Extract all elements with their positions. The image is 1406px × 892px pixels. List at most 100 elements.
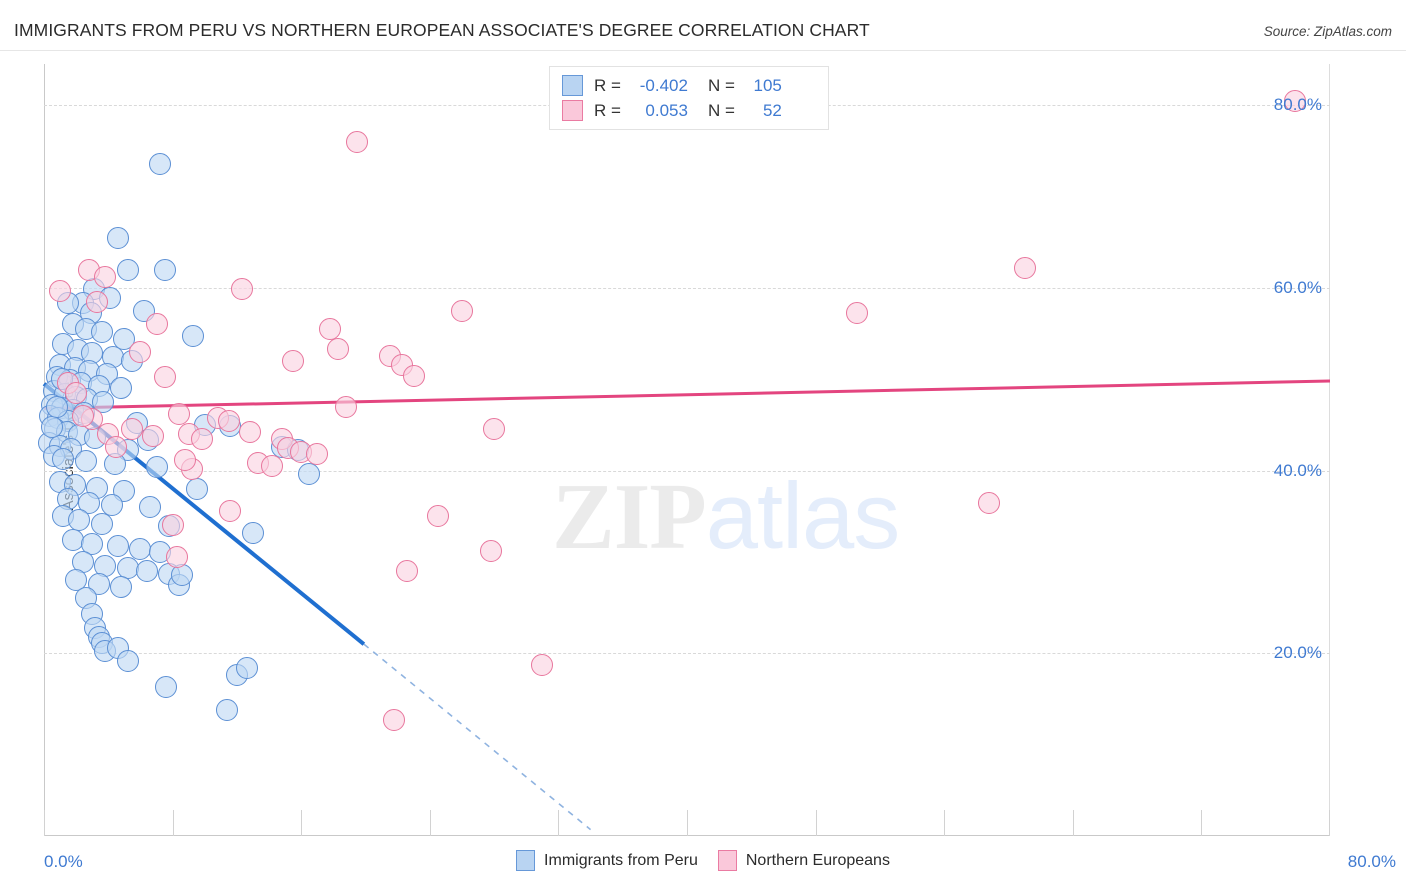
scatter-point: [90, 512, 113, 535]
stats-r-label-northern: R =: [594, 100, 621, 120]
scatter-point: [298, 463, 321, 486]
stats-swatch-peru: [562, 75, 583, 96]
scatter-point: [185, 477, 208, 500]
plot-area: ZIPatlas 80.0% 60.0% 40.0% 20.0%: [37, 64, 1331, 836]
legend-label-northern: Northern Europeans: [745, 851, 890, 869]
scatter-point: [106, 535, 129, 558]
scatter-point: [327, 338, 350, 361]
stats-row-peru: R = -0.402 N = 105: [562, 73, 816, 98]
stats-n-label-peru: N =: [707, 75, 735, 95]
scatter-point: [161, 514, 184, 537]
scatter-point: [145, 313, 168, 336]
scatter-point: [142, 424, 165, 447]
scatter-point: [52, 447, 75, 470]
scatter-point: [216, 698, 239, 721]
scatter-point: [1013, 256, 1036, 279]
scatter-point: [306, 443, 329, 466]
scatter-point: [41, 415, 64, 438]
scatter-point: [174, 448, 197, 471]
scatter-point: [153, 258, 176, 281]
scatter-point: [49, 280, 72, 303]
scatter-point: [261, 454, 284, 477]
scatter-point: [168, 402, 191, 425]
scatter-point: [129, 340, 152, 363]
x-axis-tick: [558, 810, 560, 836]
stats-n-value-northern: 52: [762, 100, 782, 120]
stats-n-value-peru: 105: [753, 75, 782, 95]
scatter-point: [94, 265, 117, 288]
scatter-point: [335, 395, 358, 418]
legend-item-northern[interactable]: Northern Europeans: [717, 850, 890, 871]
scatter-point: [479, 539, 502, 562]
x-axis-tick: [1329, 810, 1330, 836]
scatter-point: [148, 153, 171, 176]
scatter-point: [121, 417, 144, 440]
gridline: [44, 470, 1330, 472]
x-axis-tick: [944, 810, 946, 836]
y-axis-tick-label: 20.0%: [1273, 643, 1322, 663]
scatter-point: [45, 395, 68, 418]
scatter-point: [396, 560, 419, 583]
scatter-point: [145, 455, 168, 478]
trendlines: [42, 379, 1331, 831]
header-divider: [0, 50, 1406, 51]
legend-item-peru[interactable]: Immigrants from Peru: [516, 850, 698, 871]
x-axis-tick: [44, 810, 45, 836]
x-axis-tick: [301, 810, 303, 836]
stats-r-value-peru: -0.402: [639, 75, 688, 95]
correlation-stats-box: R = -0.402 N = 105 R = 0.053 N = 52: [549, 66, 829, 130]
scatter-point: [113, 327, 136, 350]
scatter-point: [65, 381, 88, 404]
gridline: [44, 653, 1330, 655]
scatter-point: [90, 320, 113, 343]
scatter-point: [402, 364, 425, 387]
x-axis-tick: [429, 810, 431, 836]
scatter-point: [219, 499, 242, 522]
x-axis-min-label: 0.0%: [44, 852, 83, 871]
scatter-point: [116, 258, 139, 281]
scatter-point: [383, 708, 406, 731]
scatter-point: [346, 130, 369, 153]
scatter-point: [105, 435, 128, 458]
scatter-point: [235, 656, 258, 679]
scatter-point: [217, 410, 240, 433]
series-legend: Immigrants from Peru Northern Europeans: [0, 850, 1406, 871]
x-axis-tick: [1072, 810, 1074, 836]
scatter-point: [86, 290, 109, 313]
scatter-point: [531, 654, 554, 677]
x-axis-tick: [1201, 810, 1203, 836]
scatter-point: [282, 349, 305, 372]
scatter-point: [78, 491, 100, 514]
scatter-point: [81, 532, 104, 555]
scatter-point: [182, 325, 205, 348]
scatter-point: [230, 277, 253, 300]
x-axis-tick: [687, 810, 688, 836]
trendline-northern: [43, 379, 1331, 410]
scatter-point: [139, 496, 162, 519]
page-title: IMMIGRANTS FROM PERU VS NORTHERN EUROPEA…: [14, 20, 870, 40]
gridline: [44, 287, 1330, 289]
stats-r-label-peru: R =: [594, 75, 621, 95]
scatter-point: [153, 366, 176, 389]
scatter-point: [238, 421, 261, 444]
scatter-point: [450, 299, 473, 322]
scatter-point: [1283, 89, 1306, 112]
stats-swatch-northern: [562, 100, 583, 121]
trendline-peru-extrapolated: [363, 643, 592, 831]
legend-label-peru: Immigrants from Peru: [544, 851, 698, 869]
source-label: Source: ZipAtlas.com: [1263, 24, 1392, 39]
scatter-point: [846, 301, 869, 324]
y-axis-tick-label: 40.0%: [1273, 460, 1322, 480]
scatter-point: [71, 404, 94, 427]
plot-right-border: [1329, 64, 1330, 836]
scatter-point: [110, 576, 133, 599]
stats-r-value-northern: 0.053: [645, 100, 688, 120]
scatter-point: [74, 450, 97, 473]
legend-swatch-peru: [516, 850, 536, 871]
scatter-point: [155, 676, 178, 699]
scatter-point: [190, 427, 213, 450]
stats-row-northern: R = 0.053 N = 52: [562, 98, 816, 123]
scatter-point: [426, 505, 449, 528]
x-axis-max-label: 80.0%: [1347, 852, 1396, 871]
scatter-point: [100, 494, 123, 517]
